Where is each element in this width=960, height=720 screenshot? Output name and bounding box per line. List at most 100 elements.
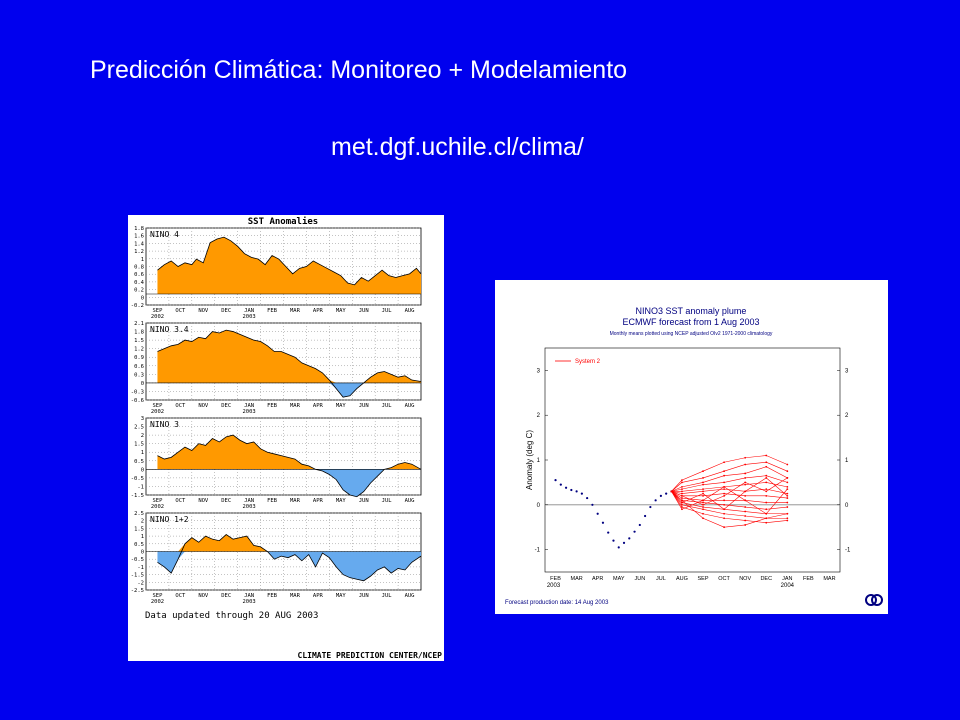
ecmwf-logo bbox=[865, 594, 883, 606]
plume-member-point bbox=[786, 501, 789, 504]
plume-member-point bbox=[723, 488, 726, 491]
plume-member-point bbox=[702, 499, 704, 502]
month-tick-label: JAN bbox=[244, 593, 254, 599]
month-tick-label: AUG bbox=[405, 593, 415, 599]
y-tick-label: -0.2 bbox=[131, 303, 144, 309]
month-tick-label: MAY bbox=[613, 576, 625, 582]
plume-member-point bbox=[744, 499, 747, 502]
y-tick-label: 1 bbox=[537, 458, 541, 464]
month-tick-label: MAR bbox=[290, 593, 301, 599]
observed-point bbox=[633, 530, 636, 533]
observed-point bbox=[580, 492, 583, 495]
y-tick-label: 0.6 bbox=[134, 364, 144, 370]
plume-member-point bbox=[681, 501, 683, 504]
plume-member-point bbox=[744, 483, 747, 486]
month-tick-label: MAY bbox=[336, 403, 347, 409]
month-tick-label: SEP bbox=[152, 308, 163, 314]
negative-anomaly-area bbox=[157, 469, 422, 497]
plume-member-point bbox=[723, 474, 726, 477]
positive-anomaly-area bbox=[157, 534, 422, 552]
plume-member-point bbox=[744, 463, 747, 466]
month-tick-label: NOV bbox=[739, 576, 751, 582]
plume-member-point bbox=[723, 485, 726, 488]
negative-anomaly-area bbox=[157, 551, 422, 581]
plume-member-point bbox=[765, 494, 768, 497]
month-tick-label: DEC bbox=[221, 308, 231, 314]
month-tick-label: OCT bbox=[175, 498, 186, 504]
plume-member-point bbox=[765, 477, 768, 479]
y-tick-label: 1.6 bbox=[134, 234, 144, 240]
plume-member-point bbox=[681, 485, 683, 488]
right-production-date: Forecast production date: 14 Aug 2003 bbox=[505, 600, 609, 606]
month-tick-label: FEB bbox=[803, 576, 814, 582]
month-tick-label: JAN bbox=[244, 403, 254, 409]
plume-member-point bbox=[681, 494, 683, 497]
plume-member-point bbox=[765, 461, 768, 464]
plume-member-point bbox=[702, 494, 704, 497]
plume-member-point bbox=[744, 510, 747, 513]
month-tick-label: FEB bbox=[267, 498, 278, 504]
month-tick-label: SEP bbox=[152, 403, 163, 409]
nino-panel: 2.5 21.5 1 0.5 0-0.5 -1 -1.5-2 -2.5 NINO 1+2 SEP O… bbox=[131, 511, 422, 605]
nino-panel: 2.1 1.8 1.5 1.2 0.9 0.6 0.3 0 -0.3 -0.6 NINO 3.4 SE… bbox=[131, 321, 422, 415]
plume-member-point bbox=[681, 508, 683, 511]
panel-label: NINO 1+2 bbox=[150, 515, 189, 524]
observed-point bbox=[617, 546, 620, 549]
y-tick-label: 1.4 bbox=[134, 241, 145, 247]
plume-member-point bbox=[786, 470, 789, 473]
month-tick-label: MAY bbox=[336, 308, 347, 314]
plume-member-point bbox=[744, 506, 747, 508]
observed-point bbox=[586, 496, 589, 500]
plume-member-point bbox=[786, 477, 789, 479]
y-tick-label: 1.8 bbox=[134, 226, 144, 232]
plume-member-point bbox=[723, 508, 726, 511]
plume-member-point bbox=[702, 477, 704, 479]
plume-member-point bbox=[681, 492, 683, 495]
month-tick-label: NOV bbox=[198, 498, 209, 504]
y-tick-label: 2 bbox=[537, 413, 541, 419]
month-tick-label: MAR bbox=[290, 498, 301, 504]
plume-member-point bbox=[723, 517, 726, 520]
plume-member-point bbox=[786, 519, 789, 522]
y-tick-label: -1.5 bbox=[131, 573, 144, 579]
negative-anomaly-area bbox=[157, 382, 422, 398]
month-tick-label: MAR bbox=[570, 576, 582, 582]
plume-member-point bbox=[702, 483, 704, 486]
year-label: 2003 bbox=[243, 314, 256, 320]
month-tick-label: APR bbox=[313, 498, 324, 504]
y-tick-label: 0.9 bbox=[134, 355, 144, 361]
plume-member-point bbox=[765, 481, 768, 484]
y-tick-label-right: -1 bbox=[845, 548, 851, 554]
y-tick-label-right: 0 bbox=[845, 503, 849, 509]
y-tick-label: 0 bbox=[141, 381, 144, 387]
positive-anomaly-area bbox=[157, 237, 422, 294]
anomaly-line bbox=[157, 534, 422, 582]
plume-member-point bbox=[702, 488, 704, 491]
y-tick-label: 0 bbox=[141, 550, 144, 556]
nino-panel: 3 2.5 2 1.5 1 0.5 0 -0.5 -1 -1.5 NINO 3 SEP OCT NOV DE… bbox=[131, 416, 422, 510]
month-tick-label: OCT bbox=[175, 593, 186, 599]
y-tick-label: 1.5 bbox=[134, 526, 144, 532]
plume-member-point bbox=[786, 492, 789, 495]
right-ylabel: Anomaly (deg C) bbox=[525, 430, 534, 490]
plume-member-point bbox=[765, 521, 768, 524]
month-tick-label: AUG bbox=[405, 403, 415, 409]
y-tick-label: -0.5 bbox=[131, 557, 144, 563]
plume-member-point bbox=[681, 479, 683, 482]
anomaly-line bbox=[157, 236, 422, 286]
left-footer-note: Data updated through 20 AUG 2003 bbox=[145, 611, 318, 621]
y-tick-label: 1 bbox=[141, 257, 144, 263]
y-tick-label: -2.5 bbox=[131, 588, 144, 594]
observed-point bbox=[554, 479, 557, 482]
year-label: 2002 bbox=[151, 599, 164, 605]
y-tick-label-right: 1 bbox=[845, 458, 849, 464]
year-label: 2003 bbox=[243, 504, 256, 510]
y-tick-label: 1.2 bbox=[134, 347, 144, 353]
year-label: 2002 bbox=[151, 409, 164, 415]
y-tick-label: -2 bbox=[137, 580, 144, 586]
y-tick-label: 0.2 bbox=[134, 288, 144, 294]
observed-point bbox=[575, 490, 578, 493]
plume-member-point bbox=[723, 499, 726, 502]
plume-member-point bbox=[744, 519, 747, 522]
plume-member-point bbox=[723, 470, 726, 473]
